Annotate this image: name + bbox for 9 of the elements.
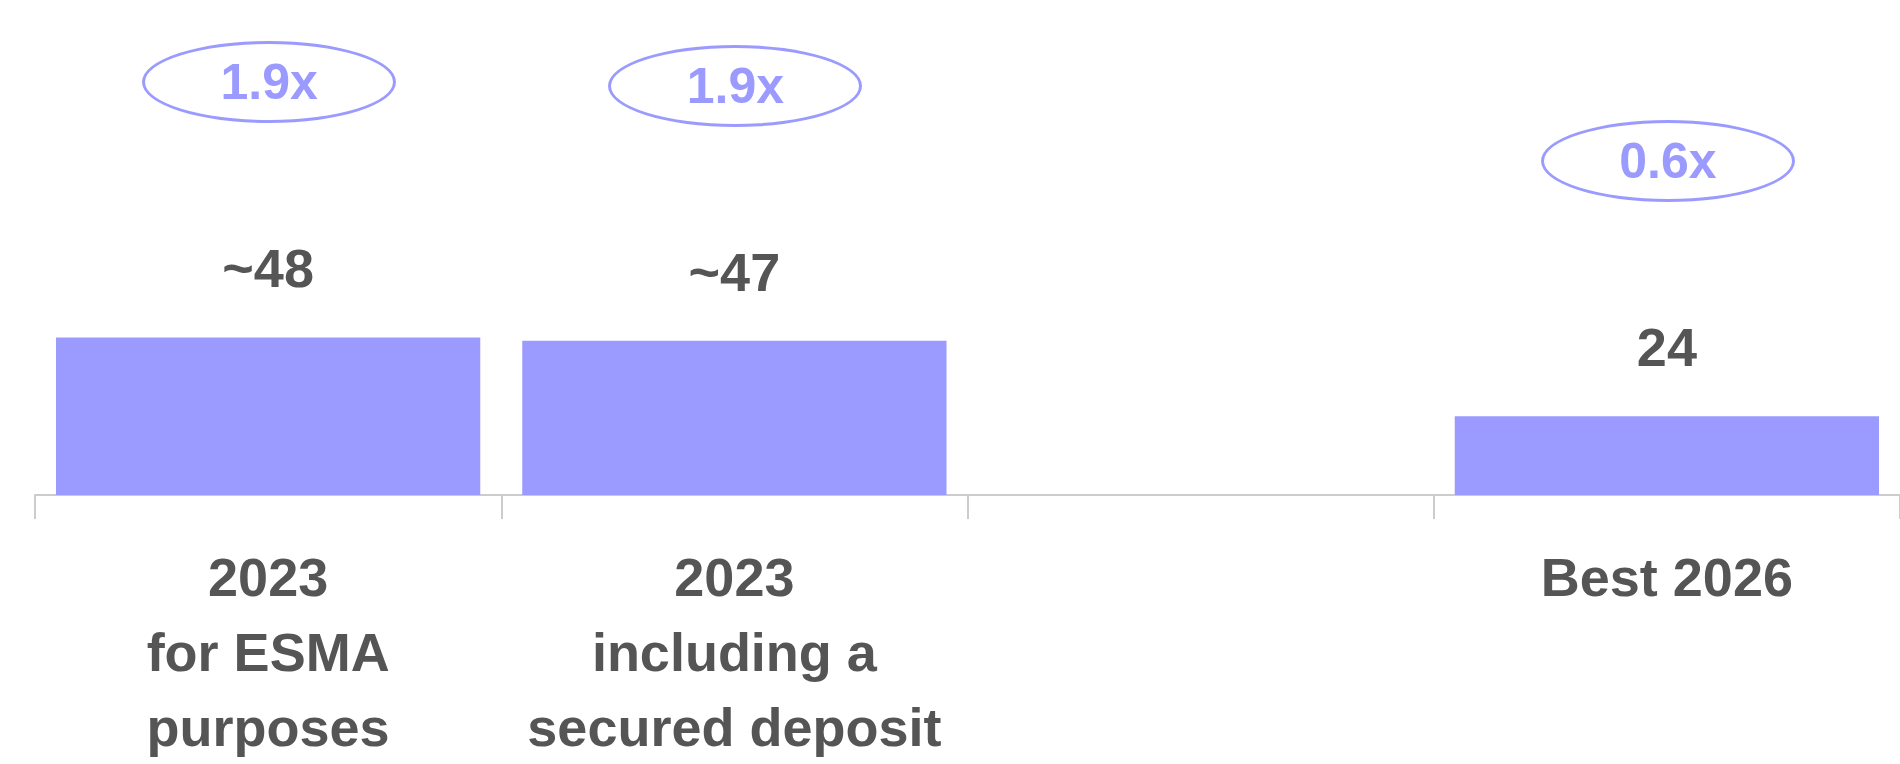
data-label: ~48 <box>222 238 314 299</box>
x-tick-label: 2023 including a secured deposit <box>527 546 942 757</box>
x-tick-label: Best 2026 <box>1540 546 1793 607</box>
oval-outline: 1.9x <box>608 44 863 127</box>
data-label: 24 <box>1636 317 1697 378</box>
x-tick-label: 2023 for ESMA purposes <box>146 546 390 757</box>
oval-outline: 0.6x <box>1540 120 1795 203</box>
data-label: ~47 <box>688 241 781 302</box>
oval-outline: 1.9x <box>142 41 397 124</box>
